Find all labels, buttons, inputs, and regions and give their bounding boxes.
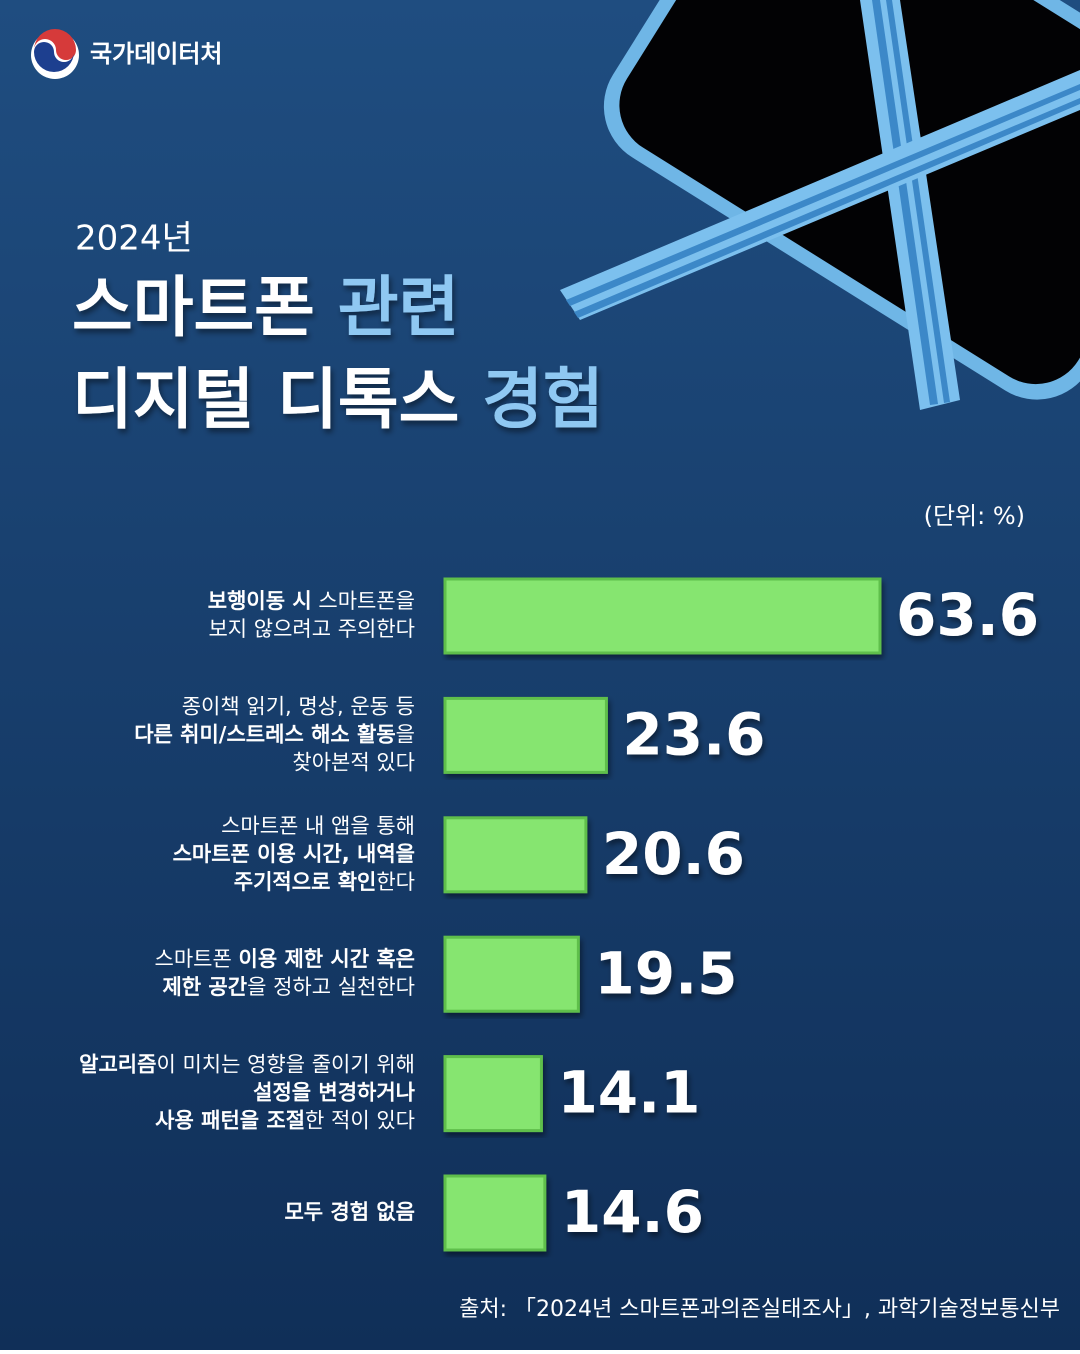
category-run: 알고리즘	[79, 1053, 156, 1077]
category-label: 설정을 변경하거나	[253, 1081, 416, 1105]
category-run: 설정을 변경하거나	[253, 1081, 416, 1105]
category-run: 제한 공간	[162, 975, 247, 999]
category-run: 찾아본적 있다	[292, 750, 415, 774]
bar	[443, 816, 588, 894]
logo: 국가데이터처	[31, 29, 222, 79]
category-label: 스마트폰 이용 시간, 내역을	[173, 842, 415, 866]
category-label: 다른 취미/스트레스 해소 활동을	[134, 722, 415, 746]
title-run: 스마트폰	[72, 269, 338, 346]
category-run: 을 정하고 실천한다	[247, 975, 415, 999]
category-label: 스마트폰 이용 제한 시간 혹은	[155, 947, 415, 971]
category-run: 이용 제한 시간 혹은	[239, 947, 416, 971]
category-label: 보지 않으려고 주의한다	[208, 617, 415, 641]
title-run: 경험	[482, 361, 603, 438]
title-line: 스마트폰 관련	[72, 269, 459, 346]
value-label: 63.6	[896, 581, 1039, 649]
value-label: 19.5	[594, 939, 737, 1007]
category-label: 스마트폰 내 앱을 통해	[221, 814, 415, 838]
category-run: 주기적으로 확인	[234, 870, 377, 894]
unit: (단위: %)	[924, 502, 1025, 530]
title-line: 디지털 디톡스 경험	[72, 361, 604, 438]
bar	[443, 696, 608, 774]
category-run: 스마트폰을	[312, 589, 415, 613]
bar	[443, 1055, 543, 1133]
category-run: 보지 않으려고 주의한다	[208, 617, 415, 641]
category-run: 사용 패턴을 조절	[155, 1109, 305, 1133]
category-run: 스마트폰	[155, 947, 239, 971]
value-label: 20.6	[602, 820, 745, 888]
category-label: 사용 패턴을 조절한 적이 있다	[155, 1109, 415, 1133]
value-label: 14.6	[561, 1178, 704, 1246]
category-run: 다른 취미/스트레스 해소 활동	[134, 722, 395, 746]
category-run: 한 적이 있다	[305, 1109, 415, 1133]
category-label: 보행이동 시 스마트폰을	[208, 589, 415, 613]
title-run: 디지털 디톡스	[72, 361, 482, 438]
category-label: 모두 경험 없음	[284, 1200, 415, 1224]
value-label: 23.6	[622, 701, 765, 769]
category-run: 종이책 읽기, 명상, 운동 등	[182, 694, 415, 718]
bar	[443, 935, 580, 1013]
category-run: 한다	[376, 870, 415, 894]
bar	[443, 1174, 547, 1252]
phone-illustration	[560, 0, 1080, 410]
category-run: 스마트폰 내 앱을 통해	[221, 814, 415, 838]
category-label: 알고리즘이 미치는 영향을 줄이기 위해	[79, 1053, 415, 1077]
source: 출처: 「2024년 스마트폰과의존실태조사」, 과학기술정보통신부	[459, 1297, 1060, 1322]
value-label: 14.1	[557, 1059, 700, 1127]
category-label: 종이책 읽기, 명상, 운동 등	[182, 694, 415, 718]
title-run: 관련	[338, 269, 459, 346]
category-label: 주기적으로 확인한다	[234, 870, 415, 894]
category-label: 제한 공간을 정하고 실천한다	[162, 975, 415, 999]
subtitle: 2024년	[75, 219, 193, 259]
category-run: 이 미치는 영향을 줄이기 위해	[156, 1053, 415, 1077]
logo-text: 국가데이터처	[90, 40, 222, 68]
category-run: 스마트폰 이용 시간, 내역을	[173, 842, 415, 866]
category-run: 모두 경험 없음	[284, 1200, 415, 1224]
category-label: 찾아본적 있다	[292, 750, 415, 774]
category-run: 을	[396, 722, 415, 746]
category-run: 보행이동 시	[208, 589, 312, 613]
bar	[443, 577, 882, 655]
